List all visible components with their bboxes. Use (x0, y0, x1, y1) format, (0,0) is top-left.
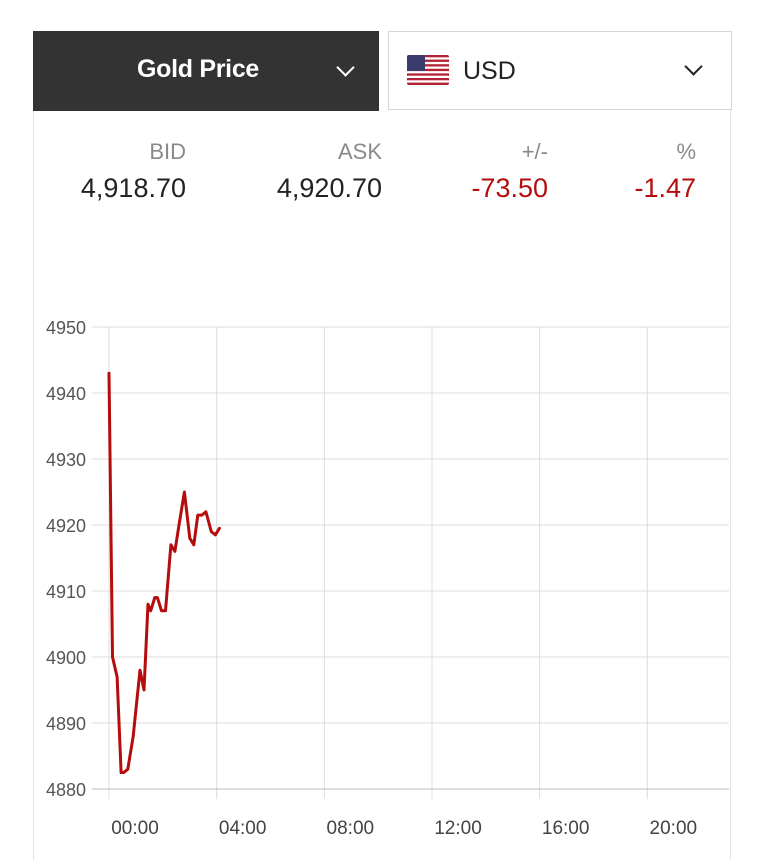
metal-selector[interactable]: Gold Price (33, 31, 379, 111)
percent-value: -1.47 (634, 173, 696, 203)
y-tick-label: 4950 (46, 318, 86, 338)
bid-header: BID (149, 139, 186, 164)
price-series-line (107, 371, 221, 774)
y-tick-label: 4880 (46, 780, 86, 800)
y-tick-label: 4900 (46, 648, 86, 668)
bid-column: BID 4,918.70 (26, 139, 186, 204)
currency-selector-label: USD (463, 57, 516, 85)
x-tick-label: 08:00 (327, 818, 375, 839)
currency-selector[interactable]: USD (388, 31, 732, 110)
y-tick-label: 4890 (46, 714, 86, 734)
bid-value: 4,918.70 (80, 173, 186, 203)
quote-table: BID 4,918.70 ASK 4,920.70 +/- -73.50 % -… (34, 139, 732, 219)
selector-bar: Gold Price USD (33, 31, 732, 111)
x-tick-label: 00:00 (111, 818, 159, 839)
y-tick-label: 4940 (46, 384, 86, 404)
change-column: +/- -73.50 (388, 139, 548, 204)
change-header: +/- (521, 139, 548, 164)
us-flag-icon (407, 55, 449, 85)
y-tick-label: 4930 (46, 450, 86, 470)
x-tick-label: 20:00 (650, 818, 698, 839)
gold-price-widget: Gold Price USD B (33, 31, 732, 860)
percent-column: % -1.47 (536, 139, 696, 204)
x-tick-label: 04:00 (219, 818, 267, 839)
x-tick-label: 16:00 (542, 818, 590, 839)
ask-column: ASK 4,920.70 (222, 139, 382, 204)
y-tick-label: 4920 (46, 516, 86, 536)
metal-selector-label: Gold Price (137, 55, 260, 83)
ask-header: ASK (337, 139, 382, 164)
change-value: -73.50 (471, 173, 548, 203)
percent-header: % (676, 139, 696, 164)
ask-value: 4,920.70 (276, 173, 382, 203)
x-tick-label: 12:00 (434, 818, 482, 839)
y-tick-label: 4910 (46, 582, 86, 602)
